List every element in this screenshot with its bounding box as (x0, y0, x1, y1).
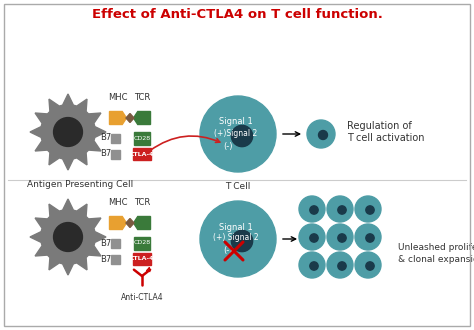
Polygon shape (109, 216, 127, 229)
Circle shape (355, 224, 381, 250)
Circle shape (231, 125, 253, 147)
Circle shape (200, 201, 276, 277)
Text: B7: B7 (100, 149, 111, 158)
Circle shape (299, 196, 325, 222)
Text: (-): (-) (223, 142, 233, 150)
Text: Anti-CTLA4: Anti-CTLA4 (121, 293, 164, 302)
Circle shape (366, 262, 374, 270)
Bar (111, 134, 120, 143)
Text: Unleashed proliferation: Unleashed proliferation (398, 243, 474, 251)
Circle shape (310, 234, 318, 242)
Text: CTLA-4: CTLA-4 (130, 151, 154, 156)
Text: CTLA-4: CTLA-4 (130, 256, 154, 261)
Text: MHC: MHC (108, 198, 128, 207)
Circle shape (54, 222, 82, 251)
Circle shape (319, 131, 328, 140)
Circle shape (327, 196, 353, 222)
Text: B7: B7 (100, 239, 111, 248)
Circle shape (327, 252, 353, 278)
Circle shape (299, 252, 325, 278)
FancyArrowPatch shape (283, 237, 296, 241)
Polygon shape (109, 112, 127, 124)
Circle shape (54, 117, 82, 147)
Polygon shape (126, 218, 134, 227)
Text: B7: B7 (100, 254, 111, 263)
Polygon shape (134, 112, 151, 124)
Bar (133, 148, 151, 160)
Text: CD28: CD28 (134, 136, 151, 141)
Circle shape (307, 120, 335, 148)
FancyArrowPatch shape (146, 268, 150, 272)
Polygon shape (30, 199, 106, 275)
Text: Antigen Presenting Cell: Antigen Presenting Cell (27, 180, 133, 189)
Text: (+) Signal 2: (+) Signal 2 (213, 234, 259, 243)
Text: Regulation of: Regulation of (347, 121, 412, 131)
Polygon shape (30, 94, 106, 170)
Circle shape (299, 224, 325, 250)
Text: TCR: TCR (134, 198, 150, 207)
Circle shape (355, 252, 381, 278)
Bar (111, 254, 120, 263)
FancyArrowPatch shape (150, 136, 220, 150)
Text: Signal 1: Signal 1 (219, 117, 253, 126)
Text: CD28: CD28 (134, 241, 151, 246)
Circle shape (200, 96, 276, 172)
Polygon shape (134, 216, 151, 229)
Text: B7: B7 (100, 134, 111, 143)
Circle shape (366, 234, 374, 242)
Text: T Cell: T Cell (225, 182, 251, 191)
Text: Effect of Anti-CTLA4 on T cell function.: Effect of Anti-CTLA4 on T cell function. (91, 8, 383, 20)
Circle shape (310, 262, 318, 270)
Circle shape (366, 206, 374, 214)
Bar (111, 239, 120, 248)
Bar (134, 237, 150, 249)
Circle shape (231, 230, 253, 252)
Text: & clonal expansion: & clonal expansion (398, 254, 474, 263)
Circle shape (338, 206, 346, 214)
Text: Signal 1: Signal 1 (219, 222, 253, 232)
Text: (-): (-) (223, 247, 233, 255)
Polygon shape (126, 114, 134, 122)
Circle shape (338, 262, 346, 270)
Circle shape (327, 224, 353, 250)
Circle shape (338, 234, 346, 242)
Bar (133, 253, 151, 265)
Circle shape (355, 196, 381, 222)
Circle shape (310, 206, 318, 214)
Bar (134, 131, 150, 145)
Text: TCR: TCR (134, 93, 150, 102)
Text: (+)Signal 2: (+)Signal 2 (214, 128, 258, 138)
Text: T cell activation: T cell activation (347, 133, 425, 143)
Text: MHC: MHC (108, 93, 128, 102)
Bar (111, 149, 120, 158)
FancyArrowPatch shape (283, 132, 300, 136)
